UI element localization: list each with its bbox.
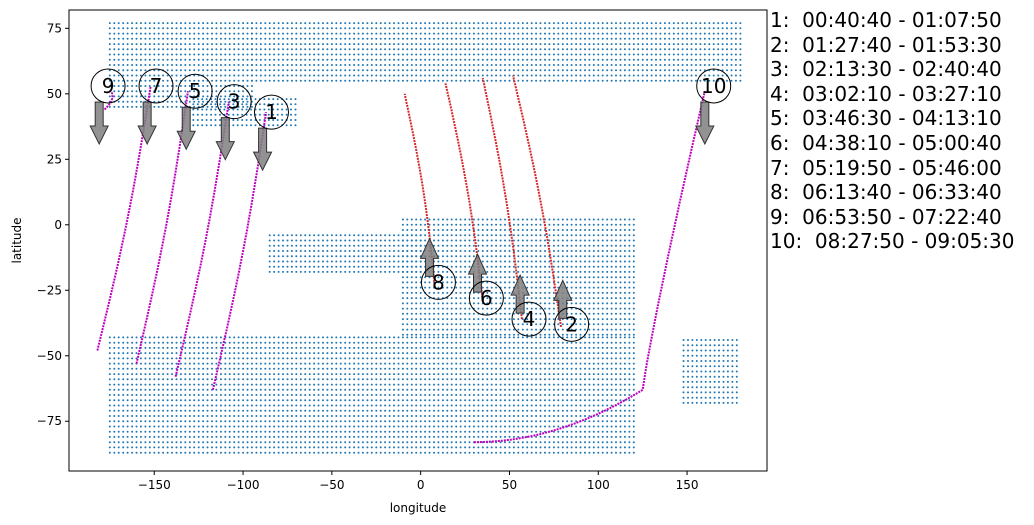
x-axis-label: longitude [390, 501, 447, 515]
pass-track-8 [403, 93, 436, 288]
pass-marker-label: 5 [189, 79, 202, 103]
pass-marker-circle [90, 68, 126, 104]
legend-entry: 10: 08:27:50 - 09:05:30 [770, 229, 1015, 254]
x-tick-label: 100 [587, 478, 610, 492]
y-tick-label: 0 [54, 218, 62, 232]
pass-track-10 [473, 90, 706, 444]
arrow-down-icon [89, 101, 110, 146]
plot-frame [68, 9, 768, 472]
pass-marker-label: 2 [565, 312, 578, 336]
arrow-down-icon [137, 101, 157, 146]
pass-marker-circle [177, 73, 213, 109]
pass-markers: 1 2 3 4 5 6 7 8 9 10 [90, 68, 732, 342]
grid-point-region [108, 336, 635, 454]
pass-track-2 [512, 75, 562, 328]
pass-track-4 [481, 77, 523, 320]
legend-entry: 7: 05:19:50 - 05:46:00 [770, 155, 1002, 180]
grid-point-region [250, 22, 742, 82]
y-tick-label: −25 [37, 283, 62, 297]
pass-marker-label: 9 [102, 74, 115, 98]
y-tick-label: 25 [47, 152, 62, 166]
grid-point-region [682, 339, 738, 404]
y-axis-label: latitude [10, 217, 24, 263]
x-tick-label: −50 [319, 478, 344, 492]
legend-entry: 3: 02:13:30 - 02:40:40 [770, 57, 1002, 82]
pass-time-legend: 1: 00:40:40 - 01:07:50 2: 01:27:40 - 01:… [770, 8, 1014, 254]
arrow-down-icon [252, 127, 273, 172]
arrow-down-icon [176, 106, 197, 151]
arrow-down-icon [695, 101, 715, 146]
satellite-tracks [96, 75, 706, 444]
arrow-up-icon [467, 252, 488, 293]
pass-marker-label: 4 [523, 307, 536, 331]
pass-marker-circle [554, 306, 590, 342]
arrow-up-icon [552, 279, 573, 319]
arrow-down-icon [215, 117, 236, 161]
x-tick-label: −150 [138, 478, 171, 492]
arrow-up-icon [510, 273, 530, 314]
pass-marker-circle [138, 68, 174, 104]
y-tick-label: −50 [37, 349, 62, 363]
legend-entry: 2: 01:27:40 - 01:53:30 [770, 32, 1002, 57]
pass-track-1 [211, 112, 268, 391]
grid-point-cloud [108, 22, 742, 454]
pass-marker-circle [468, 280, 504, 316]
legend-entry: 8: 06:13:40 - 06:33:40 [770, 180, 1002, 205]
pass-marker-circle [696, 68, 732, 104]
y-tick-label: 75 [47, 21, 62, 35]
legend-entry: 1: 00:40:40 - 01:07:50 [770, 8, 1002, 32]
pass-marker-circle [511, 301, 547, 337]
pass-marker-label: 7 [150, 74, 163, 98]
arrow-up-icon [419, 237, 440, 277]
pass-track-9 [103, 91, 114, 111]
grid-point-region [108, 22, 253, 108]
y-tick-label: 50 [47, 87, 62, 101]
x-tick-label: 0 [417, 478, 425, 492]
x-tick-label: 150 [676, 478, 699, 492]
x-tick-label: −100 [227, 478, 260, 492]
pass-marker-circle [216, 84, 252, 120]
legend-entry: 6: 04:38:10 - 05:00:40 [770, 130, 1002, 155]
legend-entry: 5: 03:46:30 - 04:13:10 [770, 106, 1002, 131]
pass-marker-label: 3 [228, 90, 241, 114]
pass-marker-circle [420, 264, 456, 300]
direction-arrows [89, 101, 715, 319]
pass-marker-circle [253, 94, 289, 130]
pass-marker-label: 6 [480, 286, 493, 310]
y-tick-label: −75 [37, 414, 62, 428]
grid-point-region [192, 98, 297, 127]
grid-point-region [268, 234, 422, 273]
y-axis: −75 −50 −25 0 25 50 75 [37, 21, 69, 428]
x-axis: −150 −100 −50 0 50 100 150 [138, 471, 699, 492]
pass-marker-label: 8 [432, 270, 445, 294]
x-tick-label: 50 [502, 478, 517, 492]
legend-entry: 9: 06:53:50 - 07:22:40 [770, 204, 1002, 229]
pass-marker-label: 1 [265, 100, 278, 124]
legend-entry: 4: 03:02:10 - 03:27:10 [770, 81, 1002, 106]
pass-marker-label: 10 [701, 74, 726, 98]
